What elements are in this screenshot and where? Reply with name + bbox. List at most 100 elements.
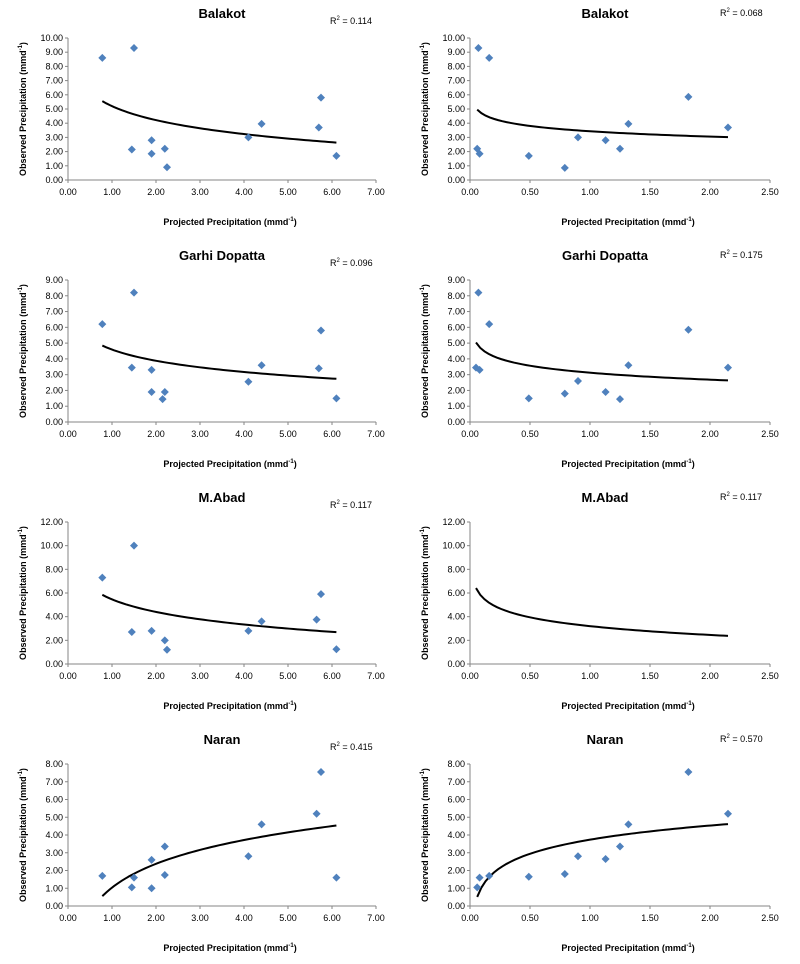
r-squared-value: = 0.096	[340, 258, 373, 268]
x-axis-label: Projected Precipitation (mmd-1)	[561, 943, 694, 953]
data-point	[127, 363, 136, 372]
trend-line	[101, 824, 337, 897]
scatter-chart-8: Naran R2 = 0.570 0.00 1.00 2.00 3.00 4.00 5.00 6…	[420, 732, 779, 953]
r-squared-letter: R	[720, 492, 727, 502]
x-tick-label: 1.50	[641, 671, 659, 681]
r-squared-letter: R	[720, 8, 727, 18]
x-tick-label: 0.50	[521, 187, 539, 197]
y-axis-label-end: )	[18, 768, 28, 771]
data-point	[314, 123, 323, 132]
y-axis-label: Observed Precipitation (mmd-1)	[18, 526, 28, 660]
y-tick-label: 7.00	[45, 307, 63, 317]
y-tick-label: 6.00	[45, 588, 63, 598]
x-axis-label-sup: -1	[686, 459, 692, 465]
x-axis-label-main: Projected Precipitation (mmd	[561, 701, 686, 711]
data-point	[616, 144, 624, 153]
x-tick-label: 5.00	[279, 187, 297, 197]
x-tick-label: 3.00	[191, 913, 209, 923]
y-tick-label: 0.00	[45, 901, 63, 911]
x-axis-label-end: )	[294, 701, 297, 711]
x-tick-label: 1.00	[103, 187, 121, 197]
data-point	[624, 820, 633, 829]
y-axis-label-sup: -1	[420, 770, 426, 776]
x-tick-label: 2.50	[761, 187, 779, 197]
y-axis-label-end: )	[18, 284, 28, 287]
x-tick-label: 1.00	[581, 671, 599, 681]
r-squared-value: = 0.570	[730, 734, 763, 744]
x-tick-label: 3.00	[191, 429, 209, 439]
r-squared-label: R2 = 0.117	[720, 492, 762, 502]
y-tick-label: 5.00	[45, 812, 63, 822]
x-tick-label: 7.00	[367, 187, 385, 197]
x-axis-label-main: Projected Precipitation (mmd	[163, 943, 288, 953]
r-squared-letter: R	[330, 500, 337, 510]
data-point	[624, 119, 633, 128]
data-point	[616, 395, 624, 404]
x-tick-label: 1.00	[581, 913, 599, 923]
y-tick-label: 6.00	[447, 322, 465, 332]
y-tick-label: 2.00	[45, 635, 63, 645]
data-point	[160, 636, 169, 645]
x-tick-label: 2.00	[147, 671, 165, 681]
data-point	[317, 767, 325, 776]
scatter-chart-2: Balakot R2 = 0.068 0.00 1.00 2.00 3.00 4.00 5.0…	[420, 6, 779, 227]
x-tick-label: 2.00	[701, 429, 719, 439]
r-squared-label: R2 = 0.117	[330, 500, 372, 510]
scatter-chart-4: Garhi Dopatta R2 = 0.175 0.00 1.00 2.00 3.00 4…	[420, 248, 779, 469]
x-tick-label: 2.00	[701, 913, 719, 923]
x-axis-label-sup: -1	[288, 459, 294, 465]
data-point	[574, 852, 582, 861]
y-axis-label-end: )	[18, 526, 28, 529]
data-point	[160, 842, 169, 851]
y-tick-label: 2.00	[45, 385, 63, 395]
y-tick-label: 7.00	[447, 76, 465, 86]
x-tick-label: 1.00	[581, 187, 599, 197]
x-axis-label: Projected Precipitation (mmd-1)	[561, 459, 694, 469]
x-axis-label-sup: -1	[686, 943, 692, 949]
scatter-chart-6: M.Abad R2 = 0.117 0.00 2.00 4.00 6.00 8.00 10.0…	[420, 490, 779, 711]
y-axis-label: Observed Precipitation (mmd-1)	[420, 526, 430, 660]
x-tick-label: 4.00	[235, 429, 253, 439]
y-tick-label: 9.00	[447, 47, 465, 57]
x-axis-label-end: )	[294, 943, 297, 953]
data-point	[332, 645, 341, 654]
y-axis-label-main: Observed Precipitation (mmd	[420, 50, 430, 176]
y-tick-label: 3.00	[447, 132, 465, 142]
y-tick-label: 4.00	[45, 354, 63, 364]
x-axis-label: Projected Precipitation (mmd-1)	[163, 459, 296, 469]
chart-title: Balakot	[582, 6, 630, 21]
data-point	[244, 377, 253, 386]
data-point	[244, 626, 253, 635]
y-axis-label-end: )	[420, 42, 430, 45]
r-squared-letter: R	[330, 742, 337, 752]
y-tick-label: 0.00	[447, 417, 465, 427]
y-axis-label-main: Observed Precipitation (mmd	[420, 776, 430, 902]
x-tick-label: 1.50	[641, 187, 659, 197]
data-point	[524, 872, 533, 881]
data-point	[147, 136, 156, 145]
y-tick-label: 4.00	[447, 612, 465, 622]
data-point	[485, 53, 494, 62]
y-axis-label-main: Observed Precipitation (mmd	[420, 292, 430, 418]
r-squared-letter: R	[330, 16, 337, 26]
y-tick-label: 0.00	[447, 901, 465, 911]
data-point	[147, 388, 156, 397]
y-axis-label-end: )	[18, 42, 28, 45]
data-point	[160, 388, 169, 397]
x-tick-label: 0.00	[461, 913, 479, 923]
x-tick-label: 2.00	[147, 187, 165, 197]
x-tick-label: 0.00	[461, 671, 479, 681]
r-squared-letter: R	[720, 250, 727, 260]
y-tick-label: 6.00	[45, 322, 63, 332]
r-squared-letter: R	[330, 258, 337, 268]
data-point	[485, 871, 494, 880]
y-tick-label: 5.00	[447, 104, 465, 114]
data-point	[317, 326, 325, 335]
data-point	[130, 43, 138, 52]
data-point	[314, 364, 323, 373]
y-tick-label: 4.00	[447, 354, 465, 364]
data-point	[130, 873, 138, 882]
r-squared-value: = 0.117	[730, 492, 762, 502]
data-point	[724, 809, 732, 818]
